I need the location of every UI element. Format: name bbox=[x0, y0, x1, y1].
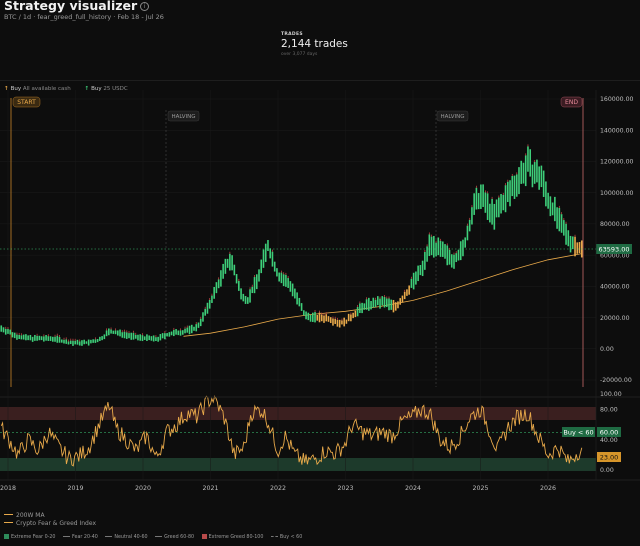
series-legend: 200W MA bbox=[4, 512, 45, 524]
legend-buy-all-cash[interactable]: ↑ Buy All available cash bbox=[4, 86, 73, 92]
halving-badge-2: HALVING bbox=[436, 110, 469, 122]
series-legend-fng: Crypto Fear & Greed Index bbox=[4, 520, 96, 532]
price-axis: -20000.00 0.00 20000.00 40000.00 60000.00 800… bbox=[600, 96, 634, 384]
info-icon[interactable]: i bbox=[140, 2, 150, 11]
year-tick-label: 2025 bbox=[472, 485, 488, 492]
start-badge: START bbox=[12, 96, 41, 108]
fear-swatch bbox=[63, 536, 71, 537]
current-price-badge: 63593.00 bbox=[596, 244, 632, 254]
price-tick-label: 40000.00 bbox=[600, 284, 630, 291]
legend-fng[interactable]: Crypto Fear & Greed Index bbox=[4, 520, 96, 532]
buy-threshold-badge: Buy < 60 bbox=[562, 427, 595, 437]
fng-tick-label: 0.00 bbox=[600, 467, 614, 474]
price-tick-label: 80000.00 bbox=[600, 221, 630, 228]
threshold-value: 60.00 bbox=[600, 429, 619, 437]
zone-label: Neutral 40-60 bbox=[114, 535, 148, 540]
legend-zone-fear[interactable]: Fear 20-40 bbox=[63, 535, 98, 540]
buy-legend: ↑ Buy All available cash ↑ Buy 25 USDC bbox=[4, 86, 140, 92]
zone-label: Fear 20-40 bbox=[72, 535, 98, 540]
year-tick-label: 2018 bbox=[0, 485, 16, 492]
price-tick-label: -20000.00 bbox=[600, 377, 632, 384]
ma-swatch bbox=[4, 513, 13, 515]
trades-stat-value: 2,144 trades bbox=[281, 38, 348, 50]
halving-label: HALVING bbox=[171, 114, 195, 120]
fng-tick-label: 80.00 bbox=[600, 406, 618, 413]
year-tick-label: 2020 bbox=[135, 485, 151, 492]
price-tick-label: 20000.00 bbox=[600, 315, 630, 322]
extreme-greed-zone bbox=[0, 407, 596, 420]
legend-zone-greed[interactable]: Greed 60-80 bbox=[155, 535, 194, 540]
fng-swatch bbox=[4, 521, 13, 523]
legend-fng-label: Crypto Fear & Greed Index bbox=[16, 520, 96, 527]
legend-zone-neutral[interactable]: Neutral 40-60 bbox=[105, 535, 148, 540]
legend-buy-detail: 25 USDC bbox=[103, 86, 128, 92]
trades-stat-sub: over 3,077 days bbox=[281, 52, 318, 57]
extreme-greed-swatch bbox=[201, 534, 207, 539]
price-tick-label: 60000.00 bbox=[600, 252, 630, 259]
legend-buy-25-usdc[interactable]: ↑ Buy 25 USDC bbox=[85, 86, 128, 92]
end-label: END bbox=[565, 99, 578, 106]
zone-label: Extreme Greed 80-100 bbox=[208, 535, 264, 540]
year-grid bbox=[7, 90, 549, 480]
trades-stat-label: TRADES bbox=[281, 32, 303, 37]
price-tick-label: 100000.00 bbox=[600, 190, 634, 197]
price-tick-label: 120000.00 bbox=[600, 159, 634, 166]
arrow-up-icon: ↑ bbox=[84, 86, 90, 92]
halving-badge-1: HALVING bbox=[167, 110, 200, 122]
zone-label: Greed 60-80 bbox=[164, 535, 195, 540]
legend-ma-label: 200W MA bbox=[16, 512, 45, 519]
arrow-up-icon: ↑ bbox=[4, 86, 9, 92]
year-tick-label: 2024 bbox=[405, 485, 421, 492]
year-tick-label: 2019 bbox=[67, 485, 83, 492]
buy-threshold-swatch bbox=[270, 536, 278, 537]
price-tick-label: 160000.00 bbox=[600, 96, 634, 103]
fng-tick-label: 100.00 bbox=[600, 391, 622, 398]
year-tick-label: 2026 bbox=[540, 485, 556, 492]
end-badge: END bbox=[560, 96, 583, 108]
current-price-value: 63593.00 bbox=[598, 246, 629, 254]
time-axis: 2018 2019 2020 2021 2022 2023 2024 2025 2026 bbox=[0, 485, 556, 492]
legend-ma[interactable]: 200W MA bbox=[4, 512, 45, 524]
zone-legend: Extreme Fear 0-20 Fear 20-40 Neutral 40-… bbox=[4, 534, 308, 540]
year-tick-label: 2023 bbox=[337, 485, 353, 492]
legend-buy-detail: All available cash bbox=[22, 86, 71, 92]
legend-buy-label: Buy bbox=[10, 86, 22, 92]
neutral-swatch bbox=[105, 536, 113, 537]
price-tick-label: 140000.00 bbox=[600, 127, 634, 134]
threshold-value-badge: 60.00 bbox=[597, 427, 621, 437]
zone-label: Extreme Fear 0-20 bbox=[11, 535, 56, 540]
legend-zone-extreme-fear[interactable]: Extreme Fear 0-20 bbox=[4, 534, 56, 540]
current-fng-badge: 23.00 bbox=[597, 452, 621, 462]
fng-line bbox=[0, 395, 583, 467]
extreme-fear-zone bbox=[0, 458, 596, 471]
start-label: START bbox=[17, 99, 36, 106]
zone-label: Buy < 60 bbox=[279, 535, 303, 540]
extreme-fear-swatch bbox=[4, 534, 9, 539]
legend-zone-buy[interactable]: Buy < 60 bbox=[270, 535, 303, 540]
page-title: Strategy visualizer i bbox=[4, 0, 150, 13]
year-tick-label: 2022 bbox=[270, 485, 286, 492]
greed-swatch bbox=[155, 536, 163, 537]
current-fng-value: 23.00 bbox=[600, 454, 619, 462]
price-grid bbox=[0, 98, 596, 381]
halving-label: HALVING bbox=[440, 114, 464, 120]
price-series bbox=[0, 144, 583, 346]
price-tick-label: 0.00 bbox=[600, 346, 614, 353]
page-subtitle: BTC / 1d · fear_greed_full_history · Feb… bbox=[4, 13, 164, 21]
year-tick-label: 2021 bbox=[202, 485, 218, 492]
legend-zone-extreme-greed[interactable]: Extreme Greed 80-100 bbox=[201, 534, 264, 540]
fng-series bbox=[0, 395, 583, 467]
legend-buy-label: Buy bbox=[91, 86, 102, 92]
buy-threshold-label: Buy < 60 bbox=[563, 429, 593, 437]
header: Strategy visualizer i BTC / 1d · fear_gre… bbox=[0, 0, 640, 81]
trades-stat: TRADES 2,144 trades over 3,077 days bbox=[281, 32, 348, 57]
fng-tick-label: 40.00 bbox=[600, 437, 618, 444]
